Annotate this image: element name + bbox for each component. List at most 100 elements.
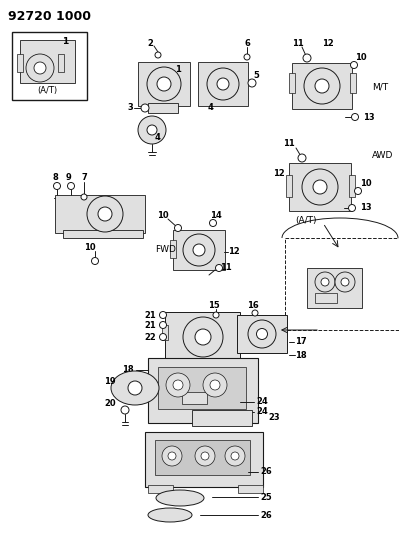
- Circle shape: [303, 54, 311, 62]
- Text: AWD: AWD: [372, 150, 393, 159]
- Bar: [165, 312, 240, 362]
- Bar: [20, 40, 75, 83]
- Text: (A/T): (A/T): [295, 215, 316, 224]
- Ellipse shape: [111, 371, 159, 405]
- Bar: [162, 325, 168, 340]
- Circle shape: [160, 311, 166, 319]
- Circle shape: [302, 169, 338, 205]
- Circle shape: [304, 68, 340, 104]
- Text: 4: 4: [155, 133, 161, 142]
- Bar: [58, 54, 64, 72]
- Circle shape: [203, 373, 227, 397]
- Circle shape: [252, 310, 258, 316]
- Text: 14: 14: [210, 211, 222, 220]
- Bar: [155, 440, 250, 475]
- Bar: [182, 392, 207, 404]
- Circle shape: [128, 381, 142, 395]
- Circle shape: [210, 380, 220, 390]
- Circle shape: [157, 77, 171, 91]
- Text: 26: 26: [260, 467, 272, 477]
- Bar: [286, 175, 292, 197]
- Circle shape: [193, 244, 205, 256]
- Text: 26: 26: [260, 511, 272, 520]
- Text: 92720 1000: 92720 1000: [8, 11, 91, 23]
- Ellipse shape: [148, 508, 192, 522]
- Text: 11: 11: [220, 263, 232, 272]
- Bar: [63, 230, 143, 238]
- Text: 25: 25: [260, 492, 272, 502]
- Circle shape: [248, 320, 276, 348]
- Bar: [350, 73, 356, 93]
- Circle shape: [215, 264, 223, 271]
- Circle shape: [348, 205, 356, 212]
- Text: 9: 9: [66, 174, 72, 182]
- Bar: [349, 175, 355, 197]
- Circle shape: [26, 54, 54, 82]
- Text: 13: 13: [363, 112, 375, 122]
- Text: (A/T): (A/T): [37, 86, 57, 95]
- Text: 21: 21: [144, 320, 156, 329]
- Circle shape: [141, 104, 149, 112]
- Text: 13: 13: [360, 204, 371, 213]
- Circle shape: [225, 446, 245, 466]
- Circle shape: [231, 452, 239, 460]
- Circle shape: [160, 321, 166, 328]
- Text: 12: 12: [228, 247, 240, 256]
- Bar: [12, 32, 87, 100]
- Bar: [148, 485, 173, 493]
- Bar: [198, 62, 248, 106]
- Text: FWD: FWD: [155, 246, 176, 254]
- Text: 18: 18: [122, 366, 134, 375]
- Circle shape: [209, 220, 217, 227]
- Text: 12: 12: [322, 38, 334, 47]
- Circle shape: [335, 272, 355, 292]
- Bar: [148, 103, 178, 113]
- Circle shape: [354, 188, 361, 195]
- Circle shape: [183, 234, 215, 266]
- Circle shape: [248, 79, 256, 87]
- Text: 20: 20: [104, 399, 116, 408]
- Text: 4: 4: [207, 102, 213, 111]
- Circle shape: [91, 257, 99, 264]
- Circle shape: [315, 272, 335, 292]
- Text: 21: 21: [144, 311, 156, 319]
- Circle shape: [174, 224, 182, 231]
- Circle shape: [195, 329, 211, 345]
- Bar: [170, 240, 176, 258]
- Bar: [238, 485, 263, 493]
- Circle shape: [298, 154, 306, 162]
- Text: 24: 24: [256, 398, 268, 407]
- Bar: [55, 195, 145, 233]
- Circle shape: [34, 62, 46, 74]
- Bar: [289, 163, 351, 211]
- Text: 3: 3: [127, 103, 133, 112]
- Circle shape: [257, 328, 267, 340]
- Circle shape: [341, 278, 349, 286]
- Bar: [17, 54, 23, 72]
- Circle shape: [98, 207, 112, 221]
- Text: 7: 7: [81, 174, 87, 182]
- Bar: [307, 268, 362, 308]
- Text: 5: 5: [253, 71, 259, 80]
- Text: 10: 10: [157, 211, 169, 220]
- Text: 19: 19: [104, 377, 116, 386]
- Circle shape: [321, 278, 329, 286]
- Circle shape: [352, 114, 358, 120]
- Text: 6: 6: [244, 38, 250, 47]
- Text: 12: 12: [273, 168, 285, 177]
- Circle shape: [183, 317, 223, 357]
- Circle shape: [173, 380, 183, 390]
- Circle shape: [67, 182, 75, 190]
- Text: 10: 10: [355, 52, 367, 61]
- Text: 17: 17: [295, 337, 306, 346]
- Circle shape: [313, 180, 327, 194]
- Text: 23: 23: [268, 414, 280, 423]
- Bar: [211, 318, 221, 334]
- Circle shape: [147, 67, 181, 101]
- Bar: [138, 62, 190, 106]
- Bar: [192, 410, 252, 426]
- Circle shape: [155, 52, 161, 58]
- Text: 18: 18: [295, 351, 306, 359]
- Circle shape: [166, 373, 190, 397]
- Text: 10: 10: [360, 179, 371, 188]
